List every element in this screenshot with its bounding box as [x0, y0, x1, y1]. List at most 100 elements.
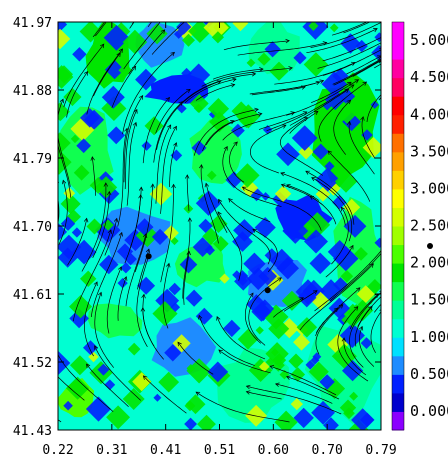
field-cell — [282, 218, 309, 244]
field-cell — [319, 374, 335, 390]
field-cell — [269, 61, 289, 81]
streamline-arrow — [103, 182, 109, 187]
colorbar-label: 2.000 — [410, 254, 448, 272]
streamline-arrow — [341, 337, 347, 342]
streamline-arrow — [368, 305, 373, 311]
streamline — [95, 22, 107, 37]
streamline-arrow — [172, 125, 177, 131]
field-cell — [146, 23, 168, 45]
streamline-arrow — [373, 28, 378, 33]
streamline — [286, 376, 340, 400]
streamline — [155, 124, 172, 204]
field-cell — [356, 285, 375, 304]
streamline-arrow — [338, 304, 344, 309]
field-cell — [73, 164, 90, 181]
streamline — [156, 80, 221, 151]
colorbar-label: 1.500 — [410, 291, 448, 309]
streamline-arrow — [118, 48, 123, 54]
field-region — [87, 303, 143, 339]
streamline-arrow — [245, 390, 251, 395]
field-cell — [235, 163, 260, 188]
streamline — [374, 303, 381, 313]
streamline-arrow — [140, 307, 146, 312]
field-cell — [310, 355, 320, 365]
streamline-arrow — [141, 293, 146, 299]
streamline — [90, 232, 123, 318]
streamline-arrow — [139, 94, 144, 100]
streamline-arrow — [100, 43, 105, 49]
field-cell — [122, 29, 148, 55]
field-cell — [265, 357, 275, 367]
streamline — [354, 306, 373, 347]
field-cell — [259, 361, 270, 372]
field-cell — [332, 195, 347, 210]
streamline-arrow — [150, 183, 155, 188]
colorbar-band — [392, 170, 404, 190]
colorbar-band — [392, 226, 404, 246]
streamline-arrow — [199, 164, 204, 169]
field-cell — [374, 237, 381, 248]
streamline — [134, 184, 154, 273]
colorbar-band — [392, 96, 404, 116]
colorbar-band — [392, 133, 404, 153]
field-cell — [182, 33, 195, 47]
streamline — [160, 184, 174, 283]
x-tick-label: 0.60 — [258, 443, 289, 458]
streamline-arrow — [160, 29, 166, 34]
field-cell — [219, 273, 230, 284]
streamline — [63, 43, 105, 108]
streamline — [212, 68, 264, 80]
field-cell — [251, 301, 272, 322]
streamline-arrow — [177, 341, 182, 347]
streamline-arrow — [349, 84, 355, 89]
streamline — [129, 194, 142, 248]
streamline-arrow — [346, 99, 352, 105]
streamline-arrow — [380, 247, 381, 248]
field-cell — [315, 167, 340, 192]
streamline — [142, 307, 164, 360]
streamline — [314, 250, 381, 312]
streamline-arrow — [416, 0, 420, 1]
streamline-arrow — [397, 5, 401, 9]
streamline — [195, 391, 290, 423]
streamline — [195, 84, 235, 101]
streamline — [143, 375, 187, 414]
field-cell — [257, 52, 271, 66]
field-cell — [279, 318, 300, 339]
streamline-arrow — [83, 71, 89, 76]
colorbar-band — [392, 392, 404, 412]
streamline — [202, 120, 235, 152]
streamline-arrow — [165, 96, 170, 102]
field-cell — [362, 136, 381, 159]
streamline — [129, 22, 135, 29]
streamline-arrow — [86, 363, 91, 369]
streamline — [337, 306, 369, 382]
streamline — [248, 277, 282, 346]
streamline-arrow — [241, 186, 247, 191]
streamline-arrow — [404, 24, 408, 28]
streamline-arrow — [313, 110, 319, 116]
streamline — [333, 99, 351, 155]
streamline — [181, 73, 256, 104]
streamline-arrow — [116, 52, 121, 58]
field-cell — [246, 58, 256, 68]
streamline — [66, 71, 88, 118]
field-cell — [208, 110, 218, 119]
field-cell — [181, 67, 192, 79]
streamline — [200, 164, 219, 244]
streamline — [329, 253, 381, 302]
streamline — [111, 66, 136, 108]
streamline-arrow — [333, 307, 339, 313]
streamline — [343, 337, 367, 376]
streamline-arrow — [97, 291, 103, 297]
y-tick-label: 41.52 — [13, 356, 52, 371]
field-cell — [137, 276, 156, 295]
streamline — [155, 89, 191, 134]
colorbar-band — [392, 337, 404, 357]
colorbar-band — [392, 263, 404, 283]
field-cell — [70, 134, 80, 144]
streamline — [94, 292, 114, 368]
streamline — [274, 62, 356, 85]
field-cell — [58, 102, 70, 122]
